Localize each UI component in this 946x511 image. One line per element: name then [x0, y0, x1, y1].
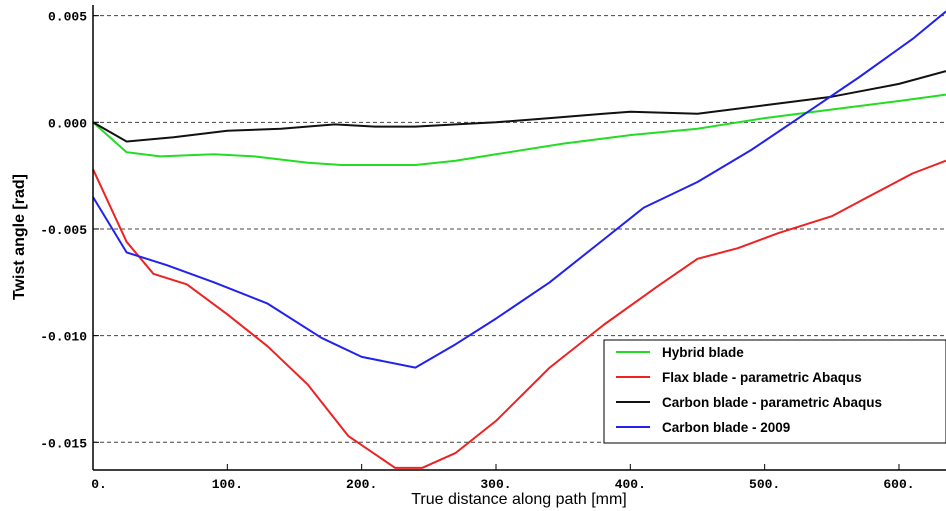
y-tick-label-2: -0.005: [40, 223, 87, 238]
x-axis-title: True distance along path [mm]: [411, 491, 627, 508]
y-axis-title: Twist angle [rad]: [11, 174, 28, 300]
legend: Hybrid blade Flax blade - parametric Abaq…: [603, 339, 946, 444]
y-tick-label-3: -0.010: [40, 330, 87, 345]
y-tick-label-0: 0.005: [48, 10, 87, 25]
x-tick-label-6: 600.: [883, 477, 914, 492]
legend-label-3: Carbon blade - 2009: [662, 420, 790, 435]
x-tick-label-5: 500.: [749, 477, 780, 492]
y-tick-labels: 0.005 0.000 -0.005 -0.010 -0.015: [40, 10, 87, 452]
y-tick-label-1: 0.000: [48, 116, 87, 131]
x-tick-label-3: 300.: [480, 477, 511, 492]
legend-label-0: Hybrid blade: [662, 345, 744, 360]
x-tick-labels: 0. 100. 200. 300. 400. 500. 600.: [91, 477, 914, 492]
series-lines: [92, 10, 946, 469]
legend-items: Hybrid blade Flax blade - parametric Abaq…: [616, 345, 882, 435]
series-line-0: [92, 93, 946, 166]
x-tick-label-1: 100.: [212, 477, 243, 492]
series-line-1: [92, 159, 946, 469]
legend-label-1: Flax blade - parametric Abaqus: [662, 370, 862, 385]
legend-box: [603, 339, 946, 444]
series-line-3: [92, 10, 946, 369]
series-line-2: [92, 70, 946, 143]
x-tick-label-0: 0.: [91, 477, 107, 492]
legend-label-2: Carbon blade - parametric Abaqus: [662, 395, 882, 410]
x-tick-label-4: 400.: [615, 477, 646, 492]
axes: [92, 5, 946, 471]
y-tick-label-4: -0.015: [40, 436, 87, 451]
x-tick-label-2: 200.: [346, 477, 377, 492]
